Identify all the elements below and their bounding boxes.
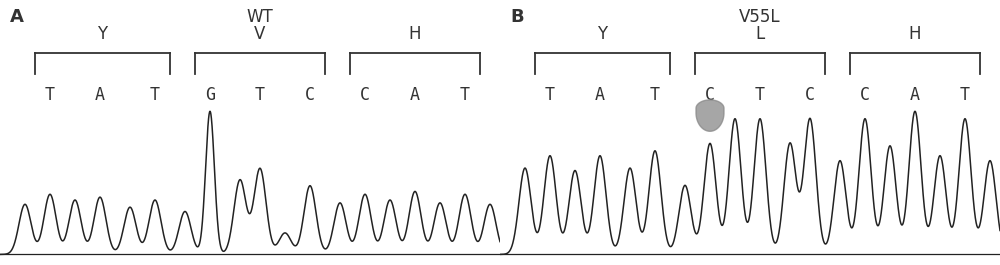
Text: C: C xyxy=(360,86,370,104)
Text: T: T xyxy=(255,86,265,104)
Text: Y: Y xyxy=(97,25,108,43)
Text: C: C xyxy=(860,86,870,104)
Text: G: G xyxy=(205,86,215,104)
Text: T: T xyxy=(45,86,55,104)
Text: A: A xyxy=(95,86,105,104)
Text: H: H xyxy=(409,25,421,43)
Text: T: T xyxy=(755,86,765,104)
Text: T: T xyxy=(150,86,160,104)
Text: A: A xyxy=(910,86,920,104)
Text: T: T xyxy=(960,86,970,104)
Text: V55L: V55L xyxy=(739,8,781,26)
Text: T: T xyxy=(650,86,660,104)
Text: A: A xyxy=(595,86,605,104)
Polygon shape xyxy=(696,100,724,131)
Text: WT: WT xyxy=(247,8,273,26)
Text: C: C xyxy=(705,86,715,104)
Text: H: H xyxy=(909,25,921,43)
Text: B: B xyxy=(510,8,524,26)
Text: Y: Y xyxy=(597,25,608,43)
Text: T: T xyxy=(545,86,555,104)
Text: T: T xyxy=(460,86,470,104)
Text: C: C xyxy=(305,86,315,104)
Text: L: L xyxy=(755,25,765,43)
Text: A: A xyxy=(410,86,420,104)
Text: C: C xyxy=(805,86,815,104)
Text: V: V xyxy=(254,25,266,43)
Text: A: A xyxy=(10,8,24,26)
